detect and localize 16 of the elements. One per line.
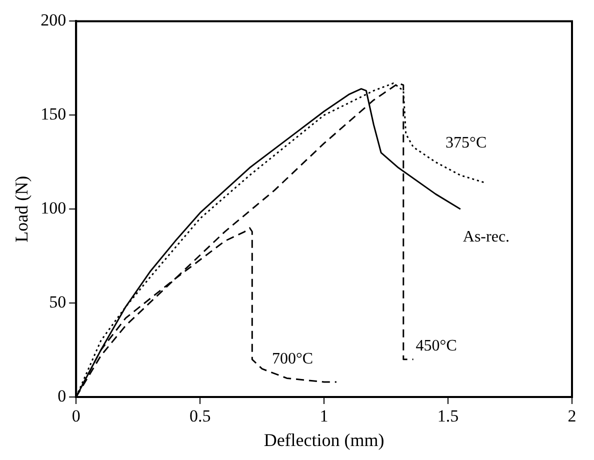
series-label: 375°C — [446, 134, 487, 152]
x-tick-label: 2 — [568, 406, 576, 426]
y-tick-label: 150 — [40, 104, 66, 124]
y-tick-label: 50 — [49, 292, 66, 312]
y-tick-label: 0 — [58, 386, 66, 406]
y-tick-label: 100 — [40, 198, 66, 218]
series-label: As-rec. — [462, 228, 510, 246]
x-axis-title: Deflection (mm) — [264, 430, 384, 450]
y-tick-label: 200 — [40, 10, 66, 30]
y-axis-title: Load (N) — [12, 176, 32, 242]
series-label: 450°C — [416, 337, 457, 354]
x-tick-label: 0 — [72, 406, 80, 426]
series-label: 700°C — [272, 350, 314, 368]
x-tick-label: 0.5 — [189, 406, 211, 426]
x-tick-label: 1 — [320, 406, 328, 426]
x-tick-label: 1.5 — [437, 406, 459, 426]
